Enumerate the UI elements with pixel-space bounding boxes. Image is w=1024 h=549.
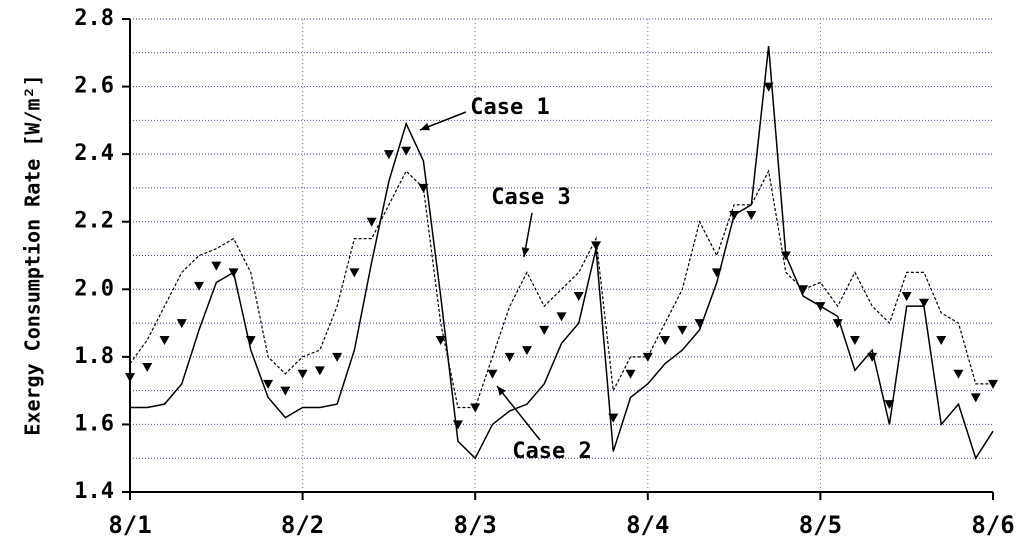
marker [832,319,843,329]
marker [314,366,325,376]
series-line [130,45,994,460]
y-tick-label: 2.0 [74,276,114,301]
marker [194,281,205,291]
marker [625,369,636,379]
series-line [129,169,993,409]
marker [263,379,274,389]
annotation: Case 2 [512,439,591,464]
marker [280,386,291,396]
marker [729,210,740,220]
annotation-arrowhead [497,386,506,396]
marker [383,150,394,160]
marker [332,352,343,362]
marker [245,335,256,345]
marker [556,312,567,322]
x-tick-label: 8/1 [108,511,151,539]
y-axis-label: Exergy Consumption Rate [W/m²] [21,74,45,435]
marker [452,420,463,430]
y-tick-label: 2.6 [74,74,114,99]
marker [849,335,860,345]
marker [521,346,532,356]
marker [660,335,671,345]
x-tick-label: 8/3 [454,511,497,539]
x-tick-label: 8/2 [281,511,324,539]
marker [401,146,412,156]
annotation-arrowhead [420,123,430,131]
marker [349,268,360,278]
y-tick-label: 2.2 [74,209,114,234]
marker [297,369,308,379]
marker [125,373,135,383]
marker [918,298,929,308]
marker [694,319,705,329]
annotation: Case 1 [470,95,549,120]
marker [159,335,170,345]
marker [142,362,153,372]
annotation: Case 3 [491,185,570,210]
marker [901,292,912,302]
marker [763,82,774,92]
marker [746,210,757,220]
annotation-arrowhead [521,247,530,257]
x-tick-label: 8/4 [626,511,669,539]
marker [176,319,187,329]
y-tick-label: 2.4 [74,141,114,166]
y-tick-label: 1.6 [74,411,114,436]
marker [936,335,947,345]
marker [953,369,964,379]
marker [228,268,239,278]
marker [780,251,791,261]
marker [366,217,377,227]
marker [435,335,446,345]
marker [711,268,722,278]
marker [504,352,515,362]
marker [573,292,584,302]
marker [970,393,981,403]
annotation-arrow [496,385,541,441]
marker [867,352,878,362]
y-tick-label: 1.8 [74,344,114,369]
marker [815,302,826,312]
x-tick-label: 8/6 [971,511,1014,539]
marker [884,400,895,410]
y-tick-label: 2.8 [74,6,114,31]
marker [539,325,550,335]
y-tick-label: 1.4 [74,479,114,504]
x-tick-label: 8/5 [799,511,842,539]
marker [487,369,498,379]
marker [608,413,619,423]
marker [211,261,222,271]
marker [677,325,688,335]
